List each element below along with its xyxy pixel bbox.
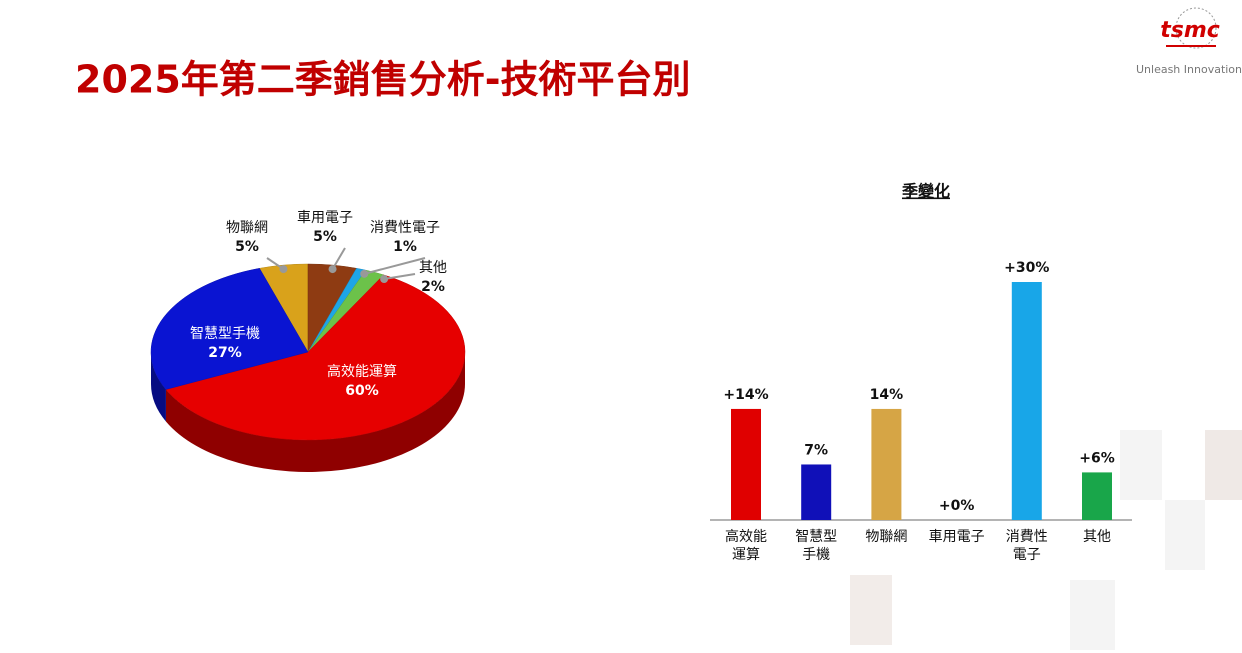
pie-value-label: 60% — [345, 383, 379, 399]
pie-value-label: 5% — [313, 229, 337, 245]
leader-dot — [360, 269, 369, 278]
pie-label: 其他 — [419, 260, 447, 276]
pie-tops — [150, 263, 466, 441]
pie-label: 物聯網 — [226, 220, 268, 236]
tile — [850, 575, 892, 645]
pie-side — [165, 352, 466, 472]
pie-sides — [151, 352, 466, 472]
pie-label: 高效能運算 — [327, 363, 397, 380]
tile — [1120, 430, 1162, 500]
category-label: 其他 — [1083, 529, 1111, 545]
category-label: 車用電子 — [928, 529, 985, 545]
background-tiles — [850, 430, 1242, 650]
bar-value-label: +30% — [1004, 260, 1049, 276]
pie-side — [151, 352, 166, 422]
logo-globe — [1175, 7, 1217, 49]
bar-value-label: 7% — [804, 442, 828, 458]
leader-dot — [279, 265, 288, 274]
leader-dot — [328, 265, 337, 274]
pie-label: 智慧型手機 — [190, 326, 260, 342]
logo-brand: tsmc — [1160, 18, 1220, 43]
category-label: 消費性 電子 — [1005, 529, 1048, 563]
category-label: 智慧型 手機 — [795, 529, 838, 563]
tile — [1205, 430, 1242, 500]
pie-label: 消費性電子 — [370, 220, 440, 236]
bar-value-label: +0% — [939, 498, 975, 514]
leader-line — [364, 257, 426, 275]
bar — [1082, 472, 1112, 520]
leader-line — [331, 247, 346, 270]
pie-value-label: 5% — [235, 239, 259, 255]
bar — [871, 408, 902, 520]
slide-title: 2025年第二季銷售分析-技術平台別 — [75, 58, 691, 102]
tile — [1070, 580, 1115, 650]
pie-slice — [165, 274, 466, 441]
pie-slice — [150, 268, 309, 390]
category-label: 高效能 運算 — [725, 529, 767, 563]
pie-value-label: 27% — [208, 345, 242, 361]
leader-dot — [380, 275, 389, 284]
pie-value-label: 2% — [421, 279, 445, 295]
bar-value-label: +6% — [1079, 450, 1115, 466]
bar — [801, 464, 832, 520]
logo-tagline: Unleash Innovation — [1136, 63, 1242, 76]
tile — [1165, 500, 1205, 570]
bar-value-label: 14% — [870, 387, 904, 403]
leader-line — [383, 273, 416, 281]
pie-label: 車用電子 — [297, 209, 353, 226]
bar — [731, 408, 761, 520]
bar-value-label: +14% — [723, 387, 768, 403]
category-label: 物聯網 — [865, 529, 908, 545]
bar-title: 季變化 — [901, 182, 950, 201]
pie-value-label: 1% — [393, 239, 417, 255]
bar — [1011, 282, 1042, 520]
